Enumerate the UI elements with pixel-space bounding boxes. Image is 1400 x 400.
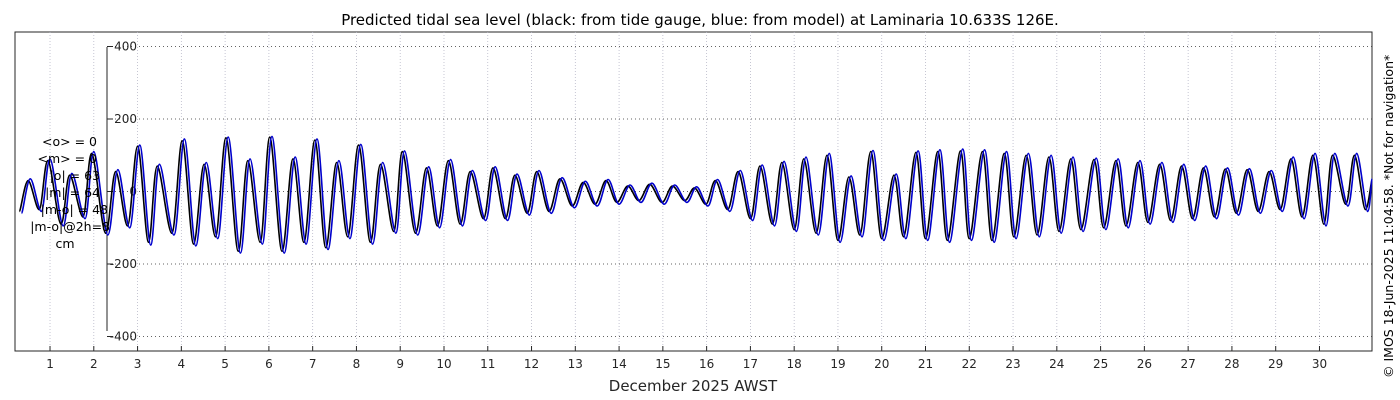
stat-abs-model: |m| = 64 — [45, 185, 100, 200]
x-tick-label: 2 — [90, 357, 98, 371]
stat-units: cm — [55, 236, 74, 251]
x-tick-label: 23 — [1005, 357, 1020, 371]
stat-mean-obs: <o> = 0 — [42, 134, 97, 149]
x-tick-label: 17 — [743, 357, 758, 371]
x-tick-label: 11 — [480, 357, 495, 371]
stats-block: <o> = 0 <m> = 0 |o| = 63 |m| = 64 |m-o| … — [30, 134, 110, 251]
y-tick-label: 400 — [114, 40, 137, 54]
x-tick-label: 6 — [265, 357, 273, 371]
x-tick-label: 18 — [787, 357, 802, 371]
x-tick-label: 30 — [1312, 357, 1327, 371]
x-tick-label: 25 — [1093, 357, 1108, 371]
x-tick-label: 8 — [353, 357, 361, 371]
x-tick-label: 10 — [436, 357, 451, 371]
x-tick-label: 19 — [830, 357, 845, 371]
x-tick-label: 20 — [874, 357, 889, 371]
x-axis-ticks: 1 2 3 4 5 6 7 8 9 10 11 12 13 14 15 16 17 18 19 20 21 22 23 24 2… — [46, 346, 1327, 371]
chart-title: Predicted tidal sea level (black: from t… — [341, 11, 1059, 29]
x-tick-label: 24 — [1049, 357, 1064, 371]
y-tick-label: 0 — [129, 185, 137, 199]
stat-abs-diff-2h: |m-o|@2h=8 — [30, 219, 110, 234]
x-tick-label: 28 — [1224, 357, 1239, 371]
x-tick-label: 13 — [568, 357, 583, 371]
x-tick-label: 7 — [309, 357, 317, 371]
stat-mean-model: <m> = 0 — [38, 151, 98, 166]
x-tick-label: 27 — [1181, 357, 1196, 371]
x-tick-label: 3 — [134, 357, 142, 371]
x-tick-label: 5 — [221, 357, 229, 371]
series-lines — [18, 135, 1373, 254]
y-tick-label: 200 — [114, 112, 137, 126]
x-tick-label: 29 — [1268, 357, 1283, 371]
stat-abs-obs: |o| = 63 — [50, 168, 100, 183]
x-tick-label: 22 — [962, 357, 977, 371]
x-tick-label: 15 — [655, 357, 670, 371]
series-line-model — [20, 135, 1373, 254]
x-tick-label: 12 — [524, 357, 539, 371]
x-axis-label: December 2025 AWST — [609, 377, 778, 395]
x-tick-label: 21 — [918, 357, 933, 371]
x-tick-label: 1 — [46, 357, 54, 371]
x-tick-label: 4 — [178, 357, 186, 371]
credit-text: © IMOS 18-Jun-2025 11:04:58. *Not for na… — [1381, 55, 1396, 378]
y-tick-label: -200 — [110, 257, 137, 271]
stat-abs-diff: |m-o| = 48 — [41, 202, 108, 217]
x-tick-label: 14 — [611, 357, 626, 371]
y-axis-ticks: -400 -200 0 200 400 — [107, 40, 137, 344]
x-tick-label: 26 — [1137, 357, 1152, 371]
x-tick-label: 16 — [699, 357, 714, 371]
y-tick-label: -400 — [110, 330, 137, 344]
x-tick-label: 9 — [396, 357, 404, 371]
